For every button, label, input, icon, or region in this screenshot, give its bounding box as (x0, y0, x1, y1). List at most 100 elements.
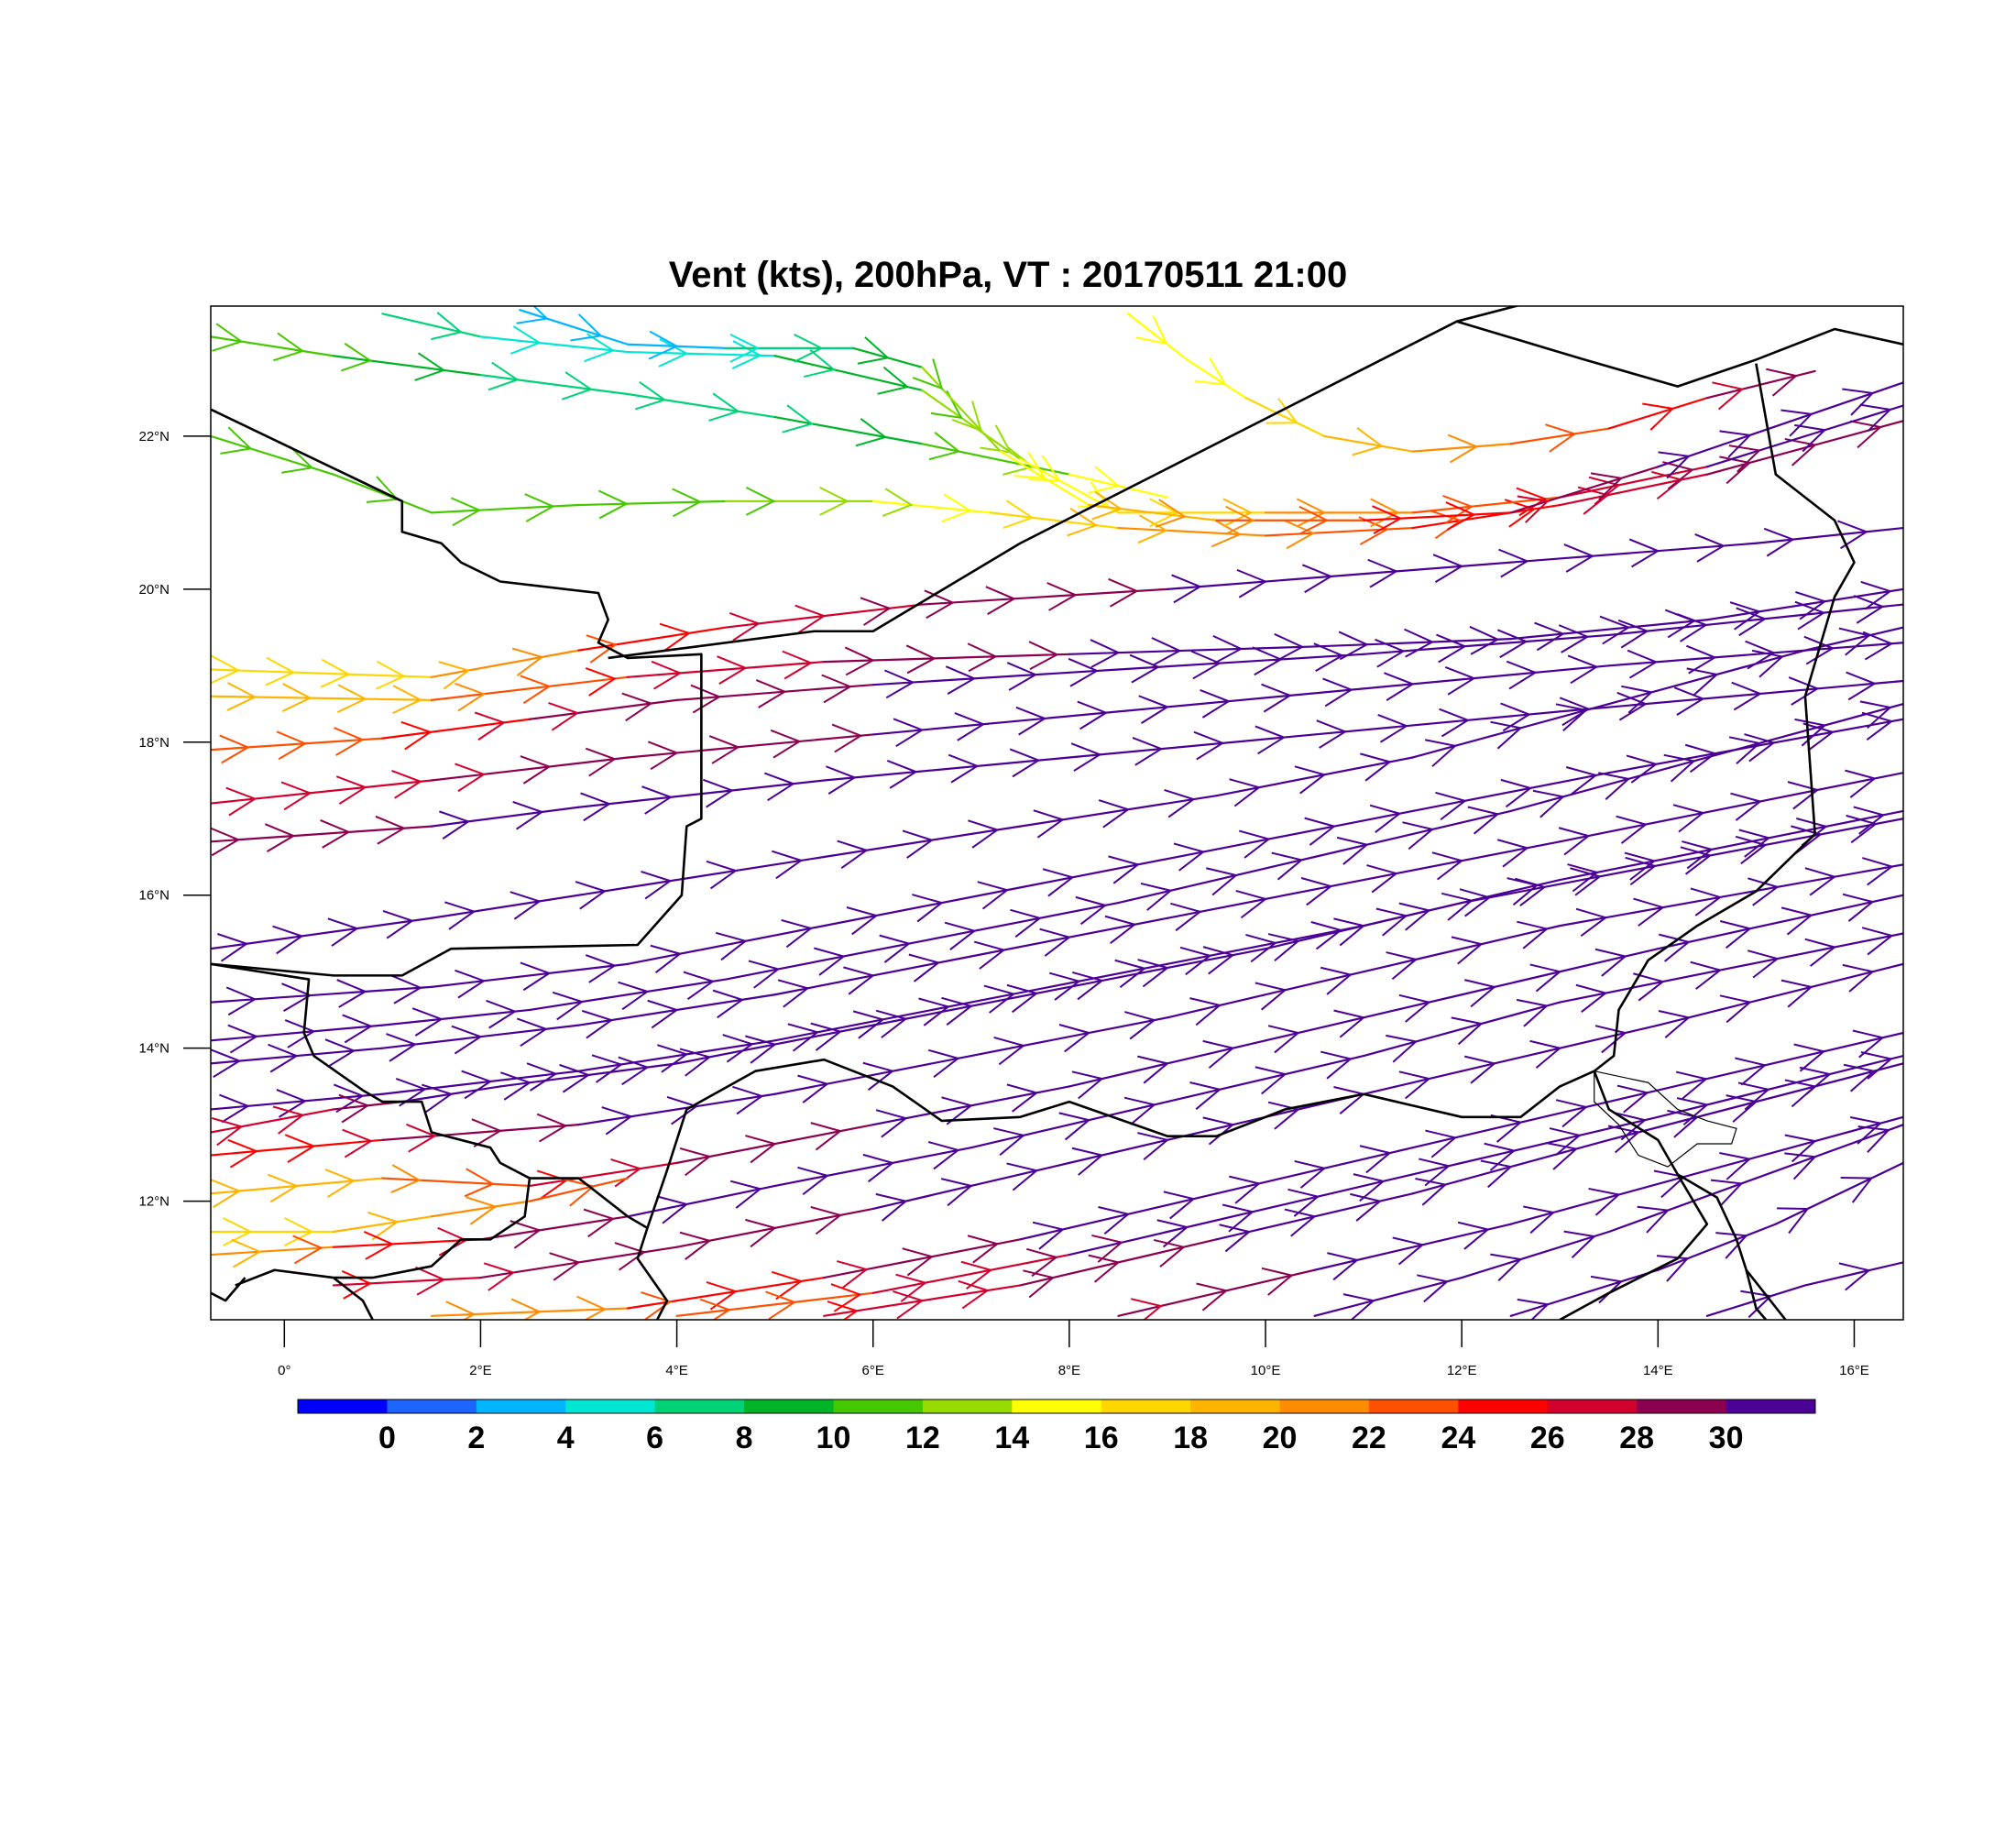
wind-arrowhead (703, 778, 735, 808)
streamline-segment (1068, 1207, 1267, 1257)
wind-arrowhead (1444, 666, 1476, 696)
wind-arrowhead (1138, 695, 1170, 724)
wind-arrowhead (940, 1178, 973, 1207)
streamline-segment (1411, 1101, 1610, 1149)
wind-arrowhead (1375, 638, 1406, 668)
streamline-segment (1068, 733, 1316, 759)
colorbar-box (744, 1399, 834, 1413)
wind-arrowhead (968, 819, 1000, 849)
wind-arrowhead (1026, 1247, 1058, 1278)
wind-arrowhead (225, 786, 257, 817)
streamline-segment (1705, 1284, 1807, 1317)
wind-arrowhead (1261, 1267, 1294, 1296)
wind-arrowhead (1637, 1205, 1671, 1234)
wind-arrowhead (1327, 1252, 1360, 1281)
wind-arrowhead (1267, 933, 1300, 962)
streamline-segment (1803, 626, 1903, 652)
streamline-segment (1323, 434, 1414, 453)
wind-arrowhead (1694, 532, 1726, 563)
wind-arrowhead (227, 1138, 259, 1169)
wind-arrowhead (1675, 1070, 1708, 1100)
wind-arrowhead (794, 334, 824, 363)
streamline-segment (1607, 603, 1903, 637)
streamline-segment (1461, 818, 1903, 905)
streamline-segment (823, 1238, 1022, 1279)
wind-arrowhead (1517, 495, 1550, 523)
streamline-segment (1607, 397, 1708, 430)
wind-arrowhead (1108, 577, 1139, 608)
wind-arrowhead (1843, 1063, 1877, 1092)
wind-arrowhead (1861, 711, 1894, 741)
colorbar-box (1637, 1399, 1727, 1413)
streamline (1509, 1161, 1903, 1320)
wind-arrowhead (1523, 1205, 1556, 1235)
wind-arrowhead (1780, 906, 1813, 936)
wind-arrowhead (1766, 368, 1799, 397)
streamlines-layer (211, 306, 1903, 1320)
wind-arrowhead (1490, 1253, 1523, 1282)
wind-arrowhead (375, 815, 407, 845)
wind-arrowhead (1686, 667, 1719, 697)
wind-arrowhead (1616, 1084, 1649, 1114)
colorbar-label: 2 (467, 1421, 485, 1455)
wind-arrowhead (1252, 646, 1283, 676)
wind-arrowhead (466, 1196, 498, 1225)
wind-arrowhead (1563, 543, 1595, 573)
wind-arrowhead (1333, 917, 1366, 947)
wind-arrowhead (1738, 829, 1771, 858)
streamline-segment (211, 737, 384, 752)
streamline-segment (921, 901, 1120, 942)
wind-arrowhead (810, 1205, 843, 1235)
wind-arrowhead (1563, 1230, 1596, 1258)
country-border (529, 1177, 669, 1320)
wind-arrowhead (1804, 938, 1837, 967)
wind-arrowhead (1532, 789, 1565, 818)
wind-arrowhead (679, 1147, 712, 1177)
wind-arrowhead (1189, 1081, 1222, 1110)
wind-arrowhead (451, 1025, 483, 1055)
wind-arrowhead (1229, 778, 1262, 807)
wind-arrowhead (499, 1071, 532, 1101)
wind-arrowhead (367, 1212, 400, 1241)
wind-arrowhead (1432, 554, 1464, 583)
wind-arrowhead (211, 1179, 242, 1208)
wind-arrowhead (1516, 998, 1550, 1027)
wind-arrowhead (1070, 742, 1102, 772)
wind-arrowhead (1342, 1293, 1375, 1320)
streamline-segment (871, 710, 1120, 736)
wind-arrowhead (1795, 591, 1827, 620)
wind-arrowhead (1398, 1070, 1431, 1100)
streamline (211, 671, 1903, 857)
wind-arrowhead (272, 925, 304, 955)
wind-arrowhead (782, 404, 815, 434)
wind-arrowhead (342, 1128, 374, 1158)
lon-tick-label: 8°E (1058, 1363, 1080, 1378)
wind-arrowhead (1680, 846, 1713, 875)
wind-arrowhead (1189, 997, 1222, 1026)
wind-arrowhead (782, 650, 814, 680)
wind-arrowhead (902, 1247, 935, 1277)
colorbar-label: 24 (1441, 1421, 1475, 1455)
wind-arrowhead (1316, 719, 1348, 749)
wind-arrowhead (886, 760, 918, 789)
wind-arrowhead (621, 692, 653, 722)
wind-arrowhead (211, 1048, 242, 1079)
wind-arrowhead (450, 497, 482, 527)
wind-arrowhead (1735, 835, 1768, 865)
wind-arrowhead (1222, 498, 1254, 528)
wind-arrowhead (1736, 607, 1768, 637)
wind-arrowhead (264, 823, 296, 852)
colorbar-label: 28 (1619, 1421, 1654, 1455)
wind-arrowhead (1627, 649, 1659, 679)
wind-arrowhead (1033, 809, 1065, 839)
wind-arrowhead (1313, 642, 1344, 672)
wind-arrowhead (411, 1007, 444, 1037)
colorbar-label: 26 (1530, 1421, 1565, 1455)
wind-arrowhead (656, 1195, 689, 1224)
colorbar-label: 16 (1084, 1421, 1119, 1455)
streamline-segment (1657, 1054, 1903, 1118)
lat-tick-label: 22°N (138, 429, 170, 445)
wind-arrowhead (1862, 857, 1894, 886)
wind-arrowhead (1496, 839, 1529, 868)
colorbar-label: 30 (1709, 1421, 1744, 1455)
